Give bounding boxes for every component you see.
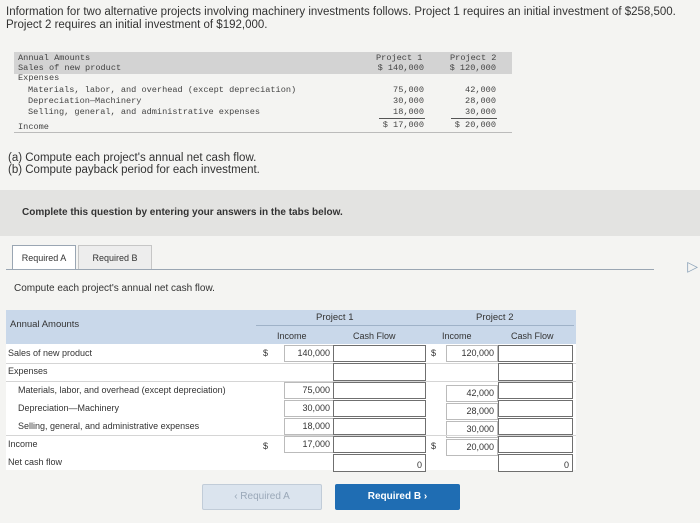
exhibit-p2-income: $ 20,000 [454, 120, 496, 130]
p1-materials-cashflow[interactable] [333, 382, 426, 399]
p1-selling-cashflow[interactable] [333, 418, 426, 435]
tab-required-b[interactable]: Required B [78, 245, 152, 270]
instruction-banner: Complete this question by entering your … [0, 190, 700, 236]
p1-materials-income[interactable]: 75,000 [284, 382, 334, 399]
row-expenses-label: Expenses [8, 366, 48, 376]
exhibit-p1-sales: $ 140,000 [377, 63, 424, 73]
expand-icon[interactable]: ▷ [687, 258, 698, 274]
p1-sales-cashflow[interactable] [333, 345, 426, 362]
p1-selling-income[interactable]: 18,000 [284, 418, 334, 435]
exhibit-label-materials: Materials, labor, and overhead (except d… [28, 85, 297, 95]
question-b: (b) Compute payback period for each inve… [8, 164, 260, 176]
exhibit-p1-selling: 18,000 [393, 107, 424, 117]
exhibit-p2-materials: 42,000 [465, 85, 496, 95]
p2-depreciation-income[interactable]: 28,000 [446, 403, 498, 420]
p2-income-cashflow[interactable] [498, 436, 573, 453]
header-p2-cashflow: Cash Flow [511, 331, 554, 341]
intro-line-1: Information for two alternative projects… [6, 6, 676, 18]
row-materials-label: Materials, labor, and overhead (except d… [18, 385, 226, 395]
p1-income-income[interactable]: 17,000 [284, 436, 334, 453]
exhibit-underline-p2 [451, 118, 497, 119]
project-exhibit: Project 1 Project 2 Annual Amounts Sales… [14, 52, 512, 136]
tab-required-a[interactable]: Required A [12, 245, 76, 270]
p1-net-cashflow[interactable]: 0 [333, 454, 426, 472]
exhibit-header-band [14, 52, 512, 74]
p2-materials-cashflow[interactable] [498, 382, 573, 399]
row-income-label: Income [8, 439, 38, 449]
table-header [6, 310, 576, 344]
exhibit-p1-materials: 75,000 [393, 85, 424, 95]
cash-flow-table: Annual Amounts Project 1 Project 2 Incom… [6, 310, 576, 472]
p2-expenses-cashflow[interactable] [498, 363, 573, 381]
header-project2: Project 2 [476, 312, 514, 323]
instruction-text: Complete this question by entering your … [22, 207, 343, 218]
exhibit-label-expenses: Expenses [18, 73, 60, 83]
row-divider [6, 381, 576, 382]
header-p1-income: Income [277, 331, 307, 341]
question-a: (a) Compute each project's annual net ca… [8, 152, 257, 164]
p1-sales-dollar: $ [263, 348, 269, 358]
p2-depreciation-cashflow[interactable] [498, 400, 573, 417]
exhibit-label-depreciation: Depreciation—Machinery [28, 96, 142, 106]
p2-materials-income[interactable]: 42,000 [446, 385, 498, 402]
tab-prompt: Compute each project's annual net cash f… [14, 283, 215, 294]
next-required-b-button[interactable]: Required B › [335, 484, 460, 510]
intro-line-2: Project 2 requires an initial investment… [6, 19, 268, 31]
p2-sales-cashflow[interactable] [498, 345, 573, 362]
exhibit-col-project2: Project 2 [450, 53, 497, 63]
p2-income-dollar: $ [431, 441, 437, 451]
p1-expenses-cashflow[interactable] [333, 363, 426, 381]
exhibit-label-income: Income [18, 122, 49, 132]
p2-sales-dollar: $ [431, 348, 437, 358]
exhibit-p1-income: $ 17,000 [382, 120, 424, 130]
p1-depreciation-cashflow[interactable] [333, 400, 426, 417]
row-net-label: Net cash flow [8, 457, 63, 467]
exhibit-label-selling: Selling, general, and administrative exp… [28, 107, 261, 117]
exhibit-label-sales: Sales of new product [18, 63, 122, 73]
exhibit-underline-p1 [379, 118, 425, 119]
tab-underline [6, 269, 654, 270]
p1-income-cashflow[interactable] [333, 436, 426, 453]
exhibit-col-project1: Project 1 [376, 53, 423, 63]
row-divider [6, 363, 576, 364]
exhibit-p2-depreciation: 28,000 [465, 96, 496, 106]
p2-sales-income[interactable]: 120,000 [446, 345, 498, 362]
p2-selling-income[interactable]: 30,000 [446, 421, 498, 438]
p2-net-cashflow[interactable]: 0 [498, 454, 573, 472]
row-selling-label: Selling, general, and administrative exp… [18, 421, 200, 431]
problem-intro: Information for two alternative projects… [6, 6, 696, 32]
header-annual-amounts: Annual Amounts [10, 319, 80, 330]
exhibit-p2-selling: 30,000 [465, 107, 496, 117]
exhibit-bottom-rule [14, 132, 512, 133]
p1-income-dollar: $ [263, 441, 269, 451]
header-project1: Project 1 [316, 312, 354, 323]
exhibit-label-annual: Annual Amounts [18, 53, 91, 63]
row-sales-label: Sales of new product [8, 348, 93, 358]
row-depreciation-label: Depreciation—Machinery [18, 403, 120, 413]
p1-depreciation-income[interactable]: 30,000 [284, 400, 334, 417]
header-p1-cashflow: Cash Flow [353, 331, 396, 341]
p2-selling-cashflow[interactable] [498, 418, 573, 435]
exhibit-p1-depreciation: 30,000 [393, 96, 424, 106]
p2-income-income[interactable]: 20,000 [446, 439, 498, 456]
row-divider [6, 435, 576, 436]
p1-sales-income[interactable]: 140,000 [284, 345, 334, 362]
header-divider [256, 325, 574, 326]
header-p2-income: Income [442, 331, 472, 341]
prev-required-a-button[interactable]: ‹ Required A [202, 484, 322, 510]
exhibit-p2-sales: $ 120,000 [449, 63, 496, 73]
